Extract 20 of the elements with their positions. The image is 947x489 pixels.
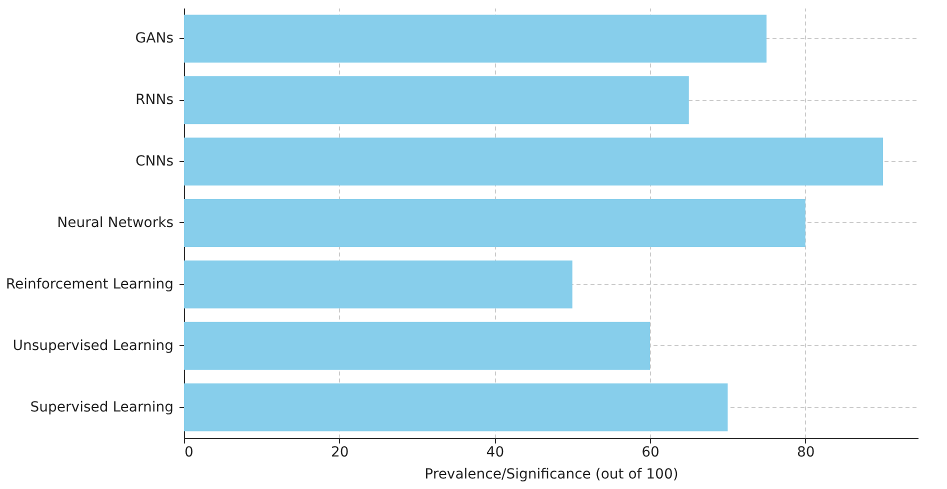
- x-tick-label: 40: [486, 444, 504, 460]
- x-tick-label: 20: [330, 444, 349, 460]
- x-tick-label: 80: [796, 444, 815, 460]
- y-tick-label: GANs: [135, 30, 174, 47]
- bar: [184, 199, 806, 247]
- bar: [184, 322, 650, 370]
- x-tick-label: 0: [184, 444, 194, 460]
- bar: [184, 14, 767, 63]
- bar: [184, 76, 689, 124]
- x-axis-title: Prevalence/Significance (out of 100): [424, 466, 678, 482]
- y-tick-label: Supervised Learning: [30, 399, 174, 416]
- y-tick-label: RNNs: [136, 92, 174, 108]
- y-tick-label: Reinforcement Learning: [6, 276, 174, 292]
- bar: [184, 138, 884, 186]
- bar: [184, 383, 728, 432]
- y-tick-label: Neural Networks: [57, 215, 174, 231]
- y-tick-label: Unsupervised Learning: [12, 338, 174, 354]
- x-tick-label: 60: [642, 444, 660, 460]
- bar: [184, 260, 572, 308]
- y-tick-label: CNNs: [135, 154, 174, 170]
